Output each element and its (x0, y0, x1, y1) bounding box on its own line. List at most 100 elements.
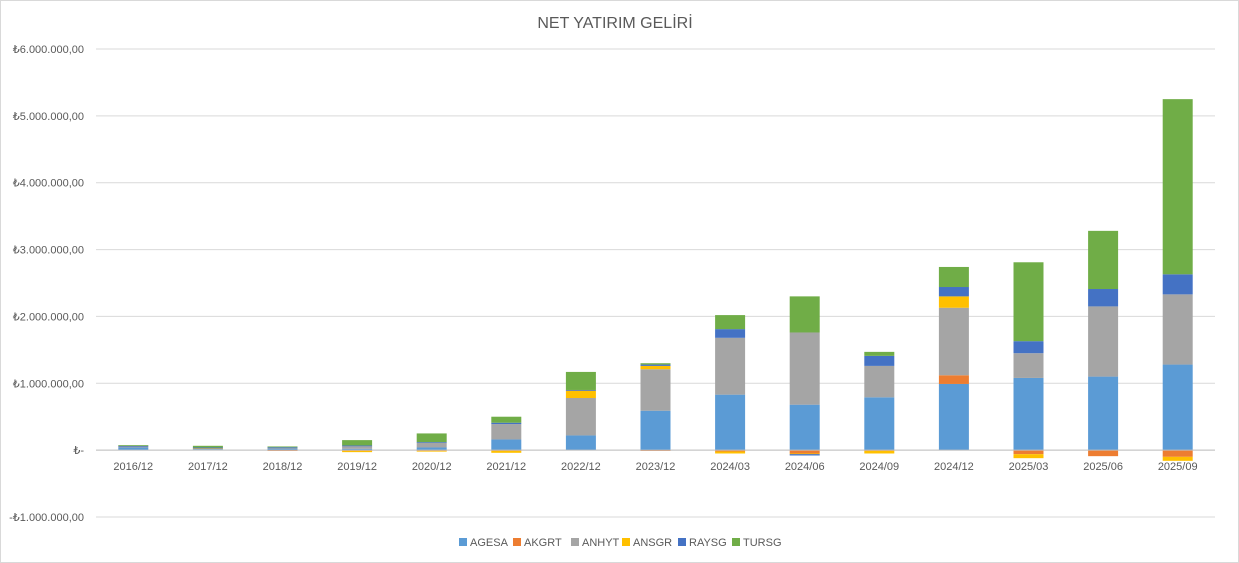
bar-anhyt-2024-09 (864, 365, 895, 398)
legend-swatch-agesa (459, 538, 467, 546)
bar-raysg-2023-12 (640, 364, 671, 366)
bar-ansgr-2025-03 (1013, 454, 1044, 459)
bar-raysg-2016-12 (118, 445, 149, 447)
bar-raysg-2024-09 (864, 355, 895, 366)
x-tick-label: 2025/06 (1083, 461, 1123, 473)
bar-tursg-2024-03 (715, 315, 746, 330)
bar-anhyt-2023-12 (640, 369, 671, 411)
y-tick-label: ₺4.000.000,00 (13, 178, 84, 190)
bar-raysg-2021-12 (491, 422, 522, 425)
bar-anhyt-2022-12 (565, 397, 596, 436)
y-tick-label: ₺3.000.000,00 (13, 245, 84, 257)
bar-agesa-2018-12 (267, 448, 298, 451)
x-tick-label: 2021/12 (486, 461, 526, 473)
bar-akgrt-2025-03 (1013, 450, 1044, 455)
x-tick-label: 2017/12 (188, 461, 228, 473)
bar-anhyt-2025-06 (1088, 306, 1119, 377)
legend-label-raysg: RAYSG (689, 537, 727, 549)
x-tick-label: 2020/12 (412, 461, 452, 473)
bar-tursg-2019-12 (342, 440, 373, 446)
bar-raysg-2018-12 (267, 447, 298, 448)
bar-ansgr-2019-12 (342, 450, 373, 453)
x-axis-tick-labels: 2016/12 2017/12 2018/12 2019/12 2020/12 2021/… (113, 461, 1197, 473)
bar-raysg-2020-12 (416, 442, 447, 443)
bar-akgrt-2024-12 (938, 375, 969, 384)
x-tick-label: 2025/03 (1009, 461, 1049, 473)
bar-tursg-2024-12 (938, 266, 969, 288)
bar-agesa-2020-12 (416, 447, 447, 451)
y-tick-label: ₺6.000.000,00 (13, 44, 84, 56)
x-tick-label: 2016/12 (113, 461, 153, 473)
legend-swatch-tursg (732, 538, 740, 546)
legend-label-agesa: AGESA (470, 537, 509, 549)
bar-anhyt-2025-03 (1013, 353, 1044, 378)
bar-agesa-2024-09 (864, 397, 895, 451)
bar-agesa-2017-12 (192, 449, 223, 451)
x-tick-label: 2018/12 (263, 461, 303, 473)
legend-swatch-ansgr (622, 538, 630, 546)
legend-label-anhyt: ANHYT (582, 537, 620, 549)
legend-label-ansgr: ANSGR (633, 537, 672, 549)
y-tick-label: ₺1.000.000,00 (13, 378, 84, 390)
bar-anhyt-2017-12 (192, 448, 223, 450)
legend-swatch-anhyt (571, 538, 579, 546)
x-tick-label: 2022/12 (561, 461, 601, 473)
bar-anhyt-2024-12 (938, 307, 969, 376)
bar-anhyt-2025-09 (1162, 294, 1193, 365)
x-tick-label: 2024/06 (785, 461, 825, 473)
bar-ansgr-2024-12 (938, 296, 969, 308)
legend: AGESA AKGRT ANHYT ANSGR RAYSG TURSG (459, 537, 782, 549)
y-tick-label: ₺2.000.000,00 (13, 311, 84, 323)
bar-anhyt-2016-12 (118, 446, 149, 448)
bar-tursg-2025-09 (1162, 99, 1193, 275)
bar-agesa-2024-03 (715, 394, 746, 451)
bar-anhyt-2021-12 (491, 424, 522, 440)
bar-tursg-2021-12 (491, 416, 522, 423)
bar-tursg-2016-12 (118, 445, 149, 446)
bar-raysg-2022-12 (565, 389, 596, 391)
legend-swatch-raysg (678, 538, 686, 546)
bar-agesa-2025-09 (1162, 364, 1193, 451)
bar-raysg-2025-06 (1088, 289, 1119, 307)
bar-agesa-2024-12 (938, 383, 969, 451)
bar-anhyt-2020-12 (416, 442, 447, 448)
bar-raysg-2024-06 (789, 454, 820, 456)
bar-anhyt-2024-03 (715, 337, 746, 395)
bar-ansgr-2024-06 (789, 453, 820, 455)
y-tick-label: ₺- (73, 445, 84, 457)
bar-raysg-2024-03 (715, 329, 746, 338)
bar-ansgr-2025-09 (1162, 456, 1193, 461)
x-tick-label: 2023/12 (636, 461, 676, 473)
x-tick-label: 2025/09 (1158, 461, 1198, 473)
bar-tursg-2024-09 (864, 351, 895, 356)
bar-tursg-2018-12 (267, 446, 298, 448)
bar-raysg-2017-12 (192, 447, 223, 449)
bar-tursg-2020-12 (416, 433, 447, 443)
bar-agesa-2021-12 (491, 439, 522, 451)
bar-agesa-2016-12 (118, 447, 149, 451)
bars (118, 99, 1193, 461)
x-tick-label: 2024/09 (859, 461, 899, 473)
bar-ansgr-2021-12 (491, 450, 522, 453)
bar-ansgr-2023-12 (640, 365, 671, 370)
bar-tursg-2023-12 (640, 363, 671, 365)
bar-agesa-2022-12 (565, 435, 596, 451)
bar-raysg-2024-12 (938, 287, 969, 297)
bar-anhyt-2024-06 (789, 332, 820, 405)
bar-agesa-2024-06 (789, 404, 820, 451)
bar-tursg-2025-06 (1088, 230, 1119, 290)
chart-title: NET YATIRIM GELİRİ (537, 13, 692, 32)
bar-akgrt-2024-03 (715, 450, 746, 452)
bar-ansgr-2024-09 (864, 450, 895, 454)
bar-tursg-2025-03 (1013, 262, 1044, 342)
legend-label-akgrt: AKGRT (524, 537, 562, 549)
bar-raysg-2025-03 (1013, 341, 1044, 354)
bar-tursg-2024-06 (789, 296, 820, 333)
y-axis-tick-labels: -₺1.000.000,00 ₺- ₺1.000.000,00 ₺2.000.000,… (9, 44, 84, 524)
bar-akgrt-2025-09 (1162, 450, 1193, 457)
bar-anhyt-2019-12 (342, 446, 373, 449)
bar-agesa-2025-06 (1088, 376, 1119, 451)
bar-raysg-2019-12 (342, 445, 373, 447)
x-tick-label: 2019/12 (337, 461, 377, 473)
